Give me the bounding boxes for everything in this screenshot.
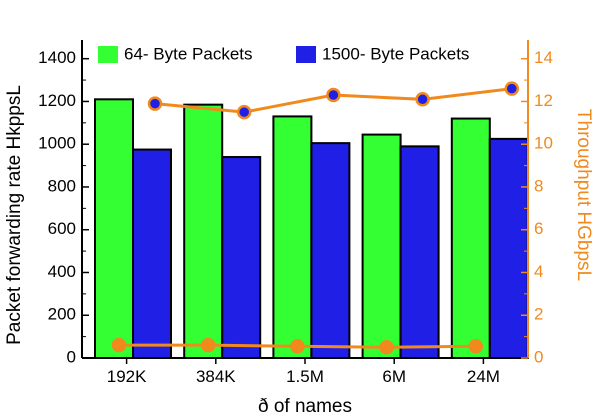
y-right-tick-label: 0 [534, 347, 543, 366]
throughput-point-2-192K [111, 337, 127, 353]
y-tick-label: 1400 [38, 48, 76, 67]
bar-1500-byte-6M [399, 145, 440, 359]
x-tick-label: 1.5M [286, 367, 324, 386]
bar-1500-byte-384K [221, 156, 262, 359]
bar-1500-byte-24M [488, 137, 529, 359]
y-right-tick-label: 14 [534, 48, 553, 67]
bar-64-byte-6M [361, 133, 402, 359]
bar-64-byte-384K [183, 103, 224, 360]
y-right-tick-label: 8 [534, 176, 543, 195]
y-tick-label: 600 [48, 219, 76, 238]
y-axis-title: Packet forwarding rate HkppsL [4, 85, 25, 345]
bar-64-byte-1.5M [272, 115, 313, 360]
throughput-point-1-1.5M [326, 87, 341, 103]
throughput-point-1-192K [147, 96, 163, 111]
y-tick-label: 200 [48, 305, 76, 324]
x-tick-label: 6M [382, 367, 406, 386]
legend-label-64-byte: 64- Byte Packets [124, 44, 253, 63]
y-tick-label: 1200 [38, 91, 76, 110]
y-tick-label: 400 [48, 262, 76, 281]
x-tick-label: 192K [107, 367, 147, 386]
y-tick-label: 1000 [38, 134, 76, 153]
bars-layer [94, 98, 529, 360]
lines-layer [111, 81, 520, 355]
throughput-point-2-24M [468, 338, 484, 354]
bar-1500-byte-1.5M [310, 142, 351, 359]
bar-64-byte-24M [450, 117, 491, 359]
y-right-tick-label: 2 [534, 305, 543, 324]
legend-label-1500-byte: 1500- Byte Packets [322, 44, 469, 63]
x-tick-label: 384K [196, 367, 236, 386]
legend-swatch-1500-byte [296, 46, 316, 63]
legend-swatch-64-byte [98, 46, 118, 63]
x-axis-title: ð of names [258, 396, 352, 417]
throughput-point-2-384K [200, 337, 216, 353]
throughput-point-1-384K [236, 104, 252, 120]
x-tick-label: 24M [467, 367, 500, 386]
throughput-point-1-6M [415, 92, 430, 107]
legend: 64- Byte Packets 1500- Byte Packets [98, 44, 469, 63]
throughput-point-1-24M [504, 81, 520, 96]
bar-64-byte-192K [94, 98, 134, 360]
throughput-point-2-1.5M [290, 338, 305, 354]
y-right-tick-label: 6 [534, 219, 543, 238]
y-right-tick-label: 12 [534, 91, 553, 110]
y-right-tick-label: 4 [534, 262, 543, 281]
y-tick-label: 0 [67, 347, 76, 366]
bar-1500-byte-192K [132, 148, 172, 359]
ticks-layer: 192K 384K 1.5M 6M 24M 0 200 400 600 800 1000 1200 14… [38, 48, 553, 386]
y-right-tick-label: 10 [534, 134, 553, 153]
y-axis-right-title: Throughput HGbpsL [573, 109, 594, 281]
throughput-point-2-6M [379, 340, 394, 355]
y-tick-label: 800 [48, 176, 76, 195]
